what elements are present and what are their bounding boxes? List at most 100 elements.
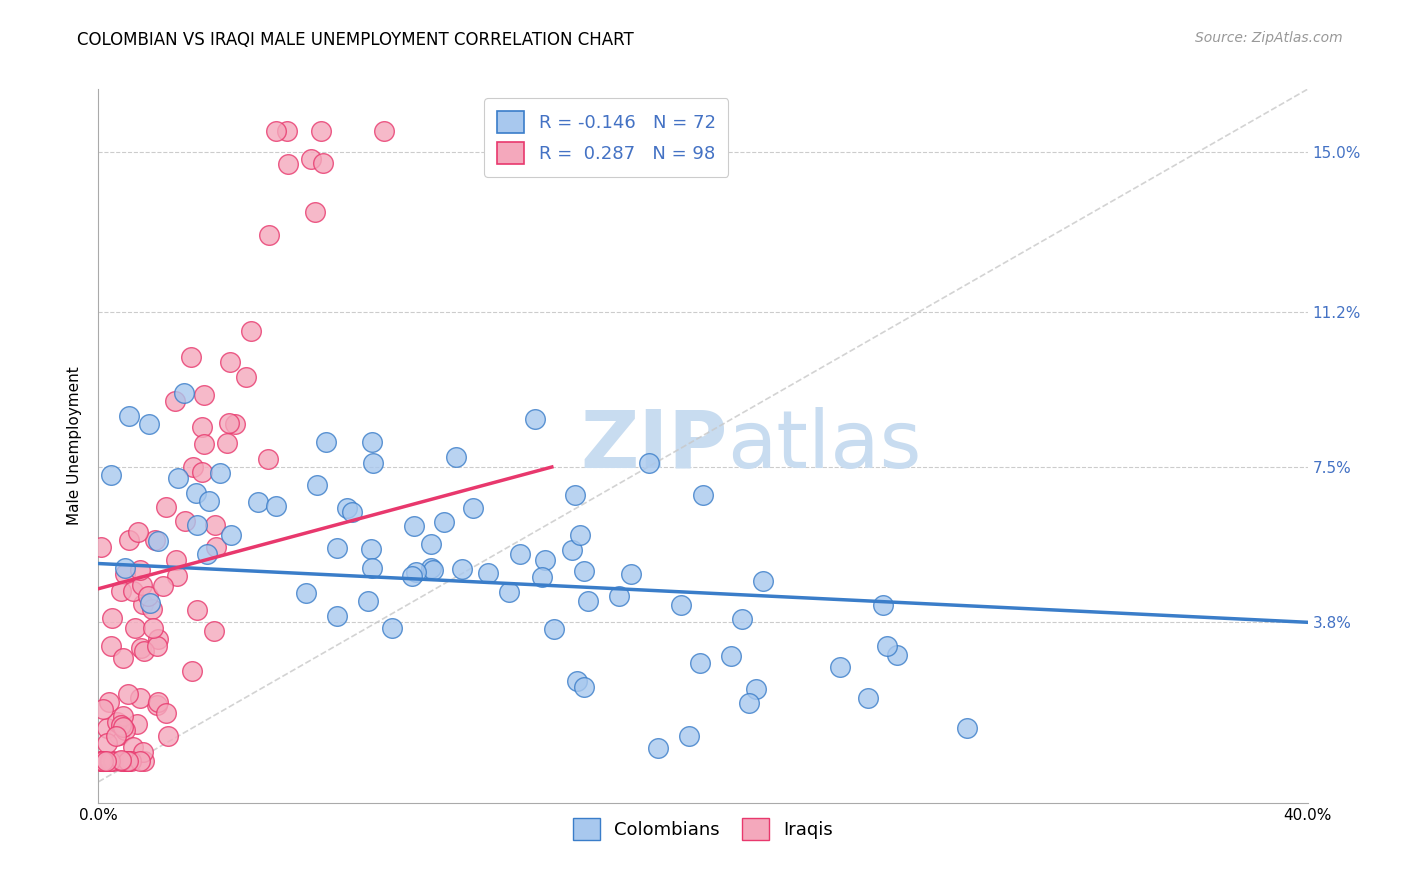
Point (256, 452, 278, 467)
Point (745, 682, 768, 697)
Point (886, 648, 908, 662)
Point (117, 754, 139, 768)
Point (143, 533, 166, 548)
Point (101, 611, 124, 625)
Point (215, 435, 238, 450)
Point (543, 622, 565, 636)
Point (114, 567, 136, 582)
Point (114, 723, 136, 737)
Text: COLOMBIAN VS IRAQI MALE UNEMPLOYMENT CORRELATION CHART: COLOMBIAN VS IRAQI MALE UNEMPLOYMENT COR… (77, 31, 634, 49)
Point (115, 754, 138, 768)
Point (326, 541, 349, 556)
Point (295, 586, 318, 600)
Point (117, 754, 139, 768)
Point (152, 579, 174, 593)
Point (956, 721, 979, 735)
Point (620, 567, 643, 582)
Point (276, 124, 298, 138)
Point (420, 561, 443, 575)
Point (148, 534, 170, 549)
Point (402, 519, 425, 533)
Point (692, 488, 714, 502)
Point (115, 754, 138, 768)
Point (97, 695, 120, 709)
Point (186, 517, 208, 532)
Point (100, 639, 122, 653)
Point (219, 354, 242, 368)
Point (277, 156, 299, 170)
Point (138, 417, 160, 432)
Point (128, 563, 150, 577)
Point (108, 728, 131, 742)
Point (128, 754, 150, 768)
Point (191, 420, 214, 434)
Point (498, 585, 520, 599)
Point (219, 528, 242, 542)
Point (304, 205, 326, 219)
Point (738, 696, 761, 710)
Point (110, 753, 132, 767)
Point (373, 124, 395, 138)
Point (647, 741, 669, 756)
Point (218, 417, 240, 431)
Point (191, 466, 214, 480)
Point (193, 388, 215, 402)
Point (136, 590, 159, 604)
Point (90, 754, 112, 768)
Point (264, 124, 287, 138)
Point (720, 649, 742, 664)
Point (93, 754, 115, 768)
Point (444, 450, 467, 464)
Point (186, 603, 208, 617)
Point (104, 729, 127, 743)
Point (112, 720, 135, 734)
Point (564, 488, 586, 502)
Point (117, 687, 139, 701)
Point (118, 533, 141, 547)
Point (110, 583, 132, 598)
Point (689, 656, 711, 670)
Point (127, 717, 149, 731)
Point (148, 695, 170, 709)
Point (96, 754, 118, 768)
Point (336, 501, 359, 516)
Point (669, 598, 692, 612)
Point (565, 674, 588, 689)
Point (180, 351, 202, 365)
Point (872, 598, 894, 612)
Point (361, 435, 384, 450)
Point (110, 754, 132, 768)
Point (90, 540, 112, 554)
Point (156, 729, 179, 743)
Point (165, 393, 187, 408)
Point (312, 156, 335, 170)
Point (112, 754, 135, 768)
Point (477, 566, 499, 580)
Point (561, 543, 583, 558)
Point (165, 553, 187, 567)
Point (208, 467, 231, 481)
Point (166, 471, 188, 485)
Point (98, 754, 121, 768)
Text: atlas: atlas (727, 407, 921, 485)
Point (110, 718, 132, 732)
Point (257, 228, 280, 243)
Point (96, 721, 118, 735)
Point (574, 680, 596, 694)
Point (131, 745, 153, 759)
Point (326, 608, 349, 623)
Point (139, 596, 162, 610)
Point (127, 524, 149, 539)
Point (876, 639, 898, 653)
Point (100, 468, 122, 483)
Point (202, 624, 225, 638)
Point (204, 541, 226, 555)
Point (141, 602, 163, 616)
Text: Source: ZipAtlas.com: Source: ZipAtlas.com (1195, 31, 1343, 45)
Point (450, 561, 472, 575)
Point (405, 565, 427, 579)
Point (98, 754, 121, 768)
Point (198, 494, 221, 508)
Point (96, 736, 118, 750)
Point (183, 460, 205, 475)
